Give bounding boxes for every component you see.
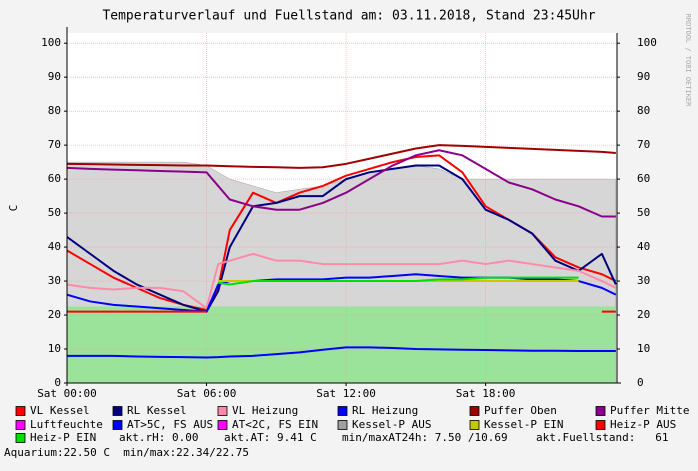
series-line	[66, 149, 616, 218]
fill-area	[67, 306, 616, 383]
watermark: RRDTOOL / TOBI OETIKER	[684, 14, 692, 108]
y2-tick-label: 50	[637, 206, 650, 219]
x-tick-label: Sat 12:00	[316, 387, 376, 400]
y-tick-label: 10	[48, 342, 61, 355]
status-note: min/maxAT24h: 7.50 /10.69	[342, 431, 508, 444]
y2-tick-label: 100	[637, 36, 657, 49]
y-tick-label: 100	[41, 36, 61, 49]
legend-label: Puffer Mitte	[610, 404, 689, 417]
legend-label: Kessel-P AUS	[352, 418, 431, 431]
y2-tick-label: 60	[637, 172, 650, 185]
legend-swatch	[217, 420, 228, 430]
series-line	[66, 144, 616, 169]
y2-tick-label: 20	[637, 308, 650, 321]
y2-tick-label: 30	[637, 274, 650, 287]
y2-tick-label: 40	[637, 240, 650, 253]
legend-swatch	[469, 406, 480, 416]
y-tick-label: 80	[48, 104, 61, 117]
legend-label: Heiz-P AUS	[610, 418, 676, 431]
series-line	[218, 276, 579, 286]
y-tick-label: 20	[48, 308, 61, 321]
y-tick-label: 40	[48, 240, 61, 253]
series-line	[66, 164, 617, 313]
legend-label: VL Heizung	[232, 404, 298, 417]
y-axis-label: C	[7, 205, 20, 212]
legend-label: Kessel-P EIN	[484, 418, 563, 431]
legend-label: AT>5C, FS AUS	[127, 418, 213, 431]
legend-swatch	[15, 433, 26, 443]
y2-tick-label: 70	[637, 138, 650, 151]
x-tick-label: Sat 18:00	[456, 387, 516, 400]
y2-tick-label: 10	[637, 342, 650, 355]
y-tick-label: 70	[48, 138, 61, 151]
status-note: akt.Fuellstand: 61	[536, 431, 668, 444]
status-note: akt.AT: 9.41 C	[224, 431, 317, 444]
x-tick-label: Sat 00:00	[37, 387, 97, 400]
legend-swatch	[217, 406, 228, 416]
y-tick-label: 30	[48, 274, 61, 287]
legend-label: Heiz-P EIN	[30, 431, 96, 444]
y-tick-label: 90	[48, 70, 61, 83]
legend-swatch	[112, 420, 123, 430]
legend-swatch	[337, 420, 348, 430]
chart-title: Temperaturverlauf und Fuellstand am: 03.…	[102, 9, 595, 24]
legend-swatch	[595, 406, 606, 416]
y2-tick-label: 80	[637, 104, 650, 117]
y-tick-label: 0	[54, 376, 61, 389]
series-line	[66, 273, 617, 313]
legend-label: Luftfeuchte	[30, 418, 103, 431]
series-line	[66, 252, 617, 310]
y-tick-label: 60	[48, 172, 61, 185]
legend-swatch	[15, 420, 26, 430]
x-tick-label: Sat 06:00	[177, 387, 237, 400]
legend-swatch	[337, 406, 348, 416]
y2-tick-label: 0	[637, 376, 644, 389]
legend-swatch	[15, 406, 26, 416]
status-note: Aquarium:22.50 C min/max:22.34/22.75	[4, 446, 249, 459]
legend-label: VL Kessel	[30, 404, 90, 417]
legend-swatch	[469, 420, 480, 430]
y-tick-label: 50	[48, 206, 61, 219]
legend-label: AT<2C, FS EIN	[232, 418, 318, 431]
legend-swatch	[595, 420, 606, 430]
status-note: akt.rH: 0.00	[119, 431, 198, 444]
y2-tick-label: 90	[637, 70, 650, 83]
legend-label: RL Heizung	[352, 404, 418, 417]
legend-label: Puffer Oben	[484, 404, 557, 417]
series-line	[67, 346, 616, 359]
legend-swatch	[112, 406, 123, 416]
legend-label: RL Kessel	[127, 404, 187, 417]
